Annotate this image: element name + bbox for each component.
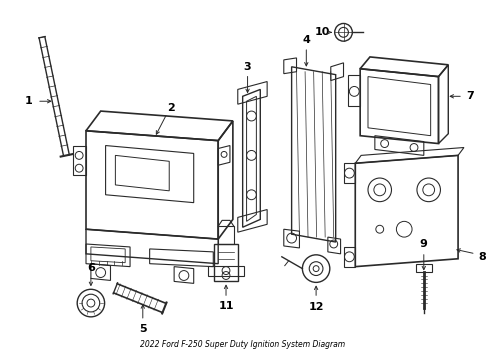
Text: 8: 8	[478, 252, 486, 262]
Bar	[415, 264, 431, 271]
Text: 10: 10	[314, 27, 329, 37]
Text: 6: 6	[87, 263, 95, 273]
Text: 2: 2	[167, 103, 175, 113]
Text: 7: 7	[465, 91, 473, 101]
Text: 1: 1	[24, 96, 32, 106]
Text: 2022 Ford F-250 Super Duty Ignition System Diagram: 2022 Ford F-250 Super Duty Ignition Syst…	[140, 340, 345, 349]
Text: 4: 4	[302, 35, 309, 45]
Text: 9: 9	[419, 239, 427, 249]
Text: 3: 3	[243, 62, 251, 72]
Text: 5: 5	[139, 324, 146, 334]
Text: 11: 11	[218, 301, 233, 311]
Text: 12: 12	[308, 302, 323, 312]
